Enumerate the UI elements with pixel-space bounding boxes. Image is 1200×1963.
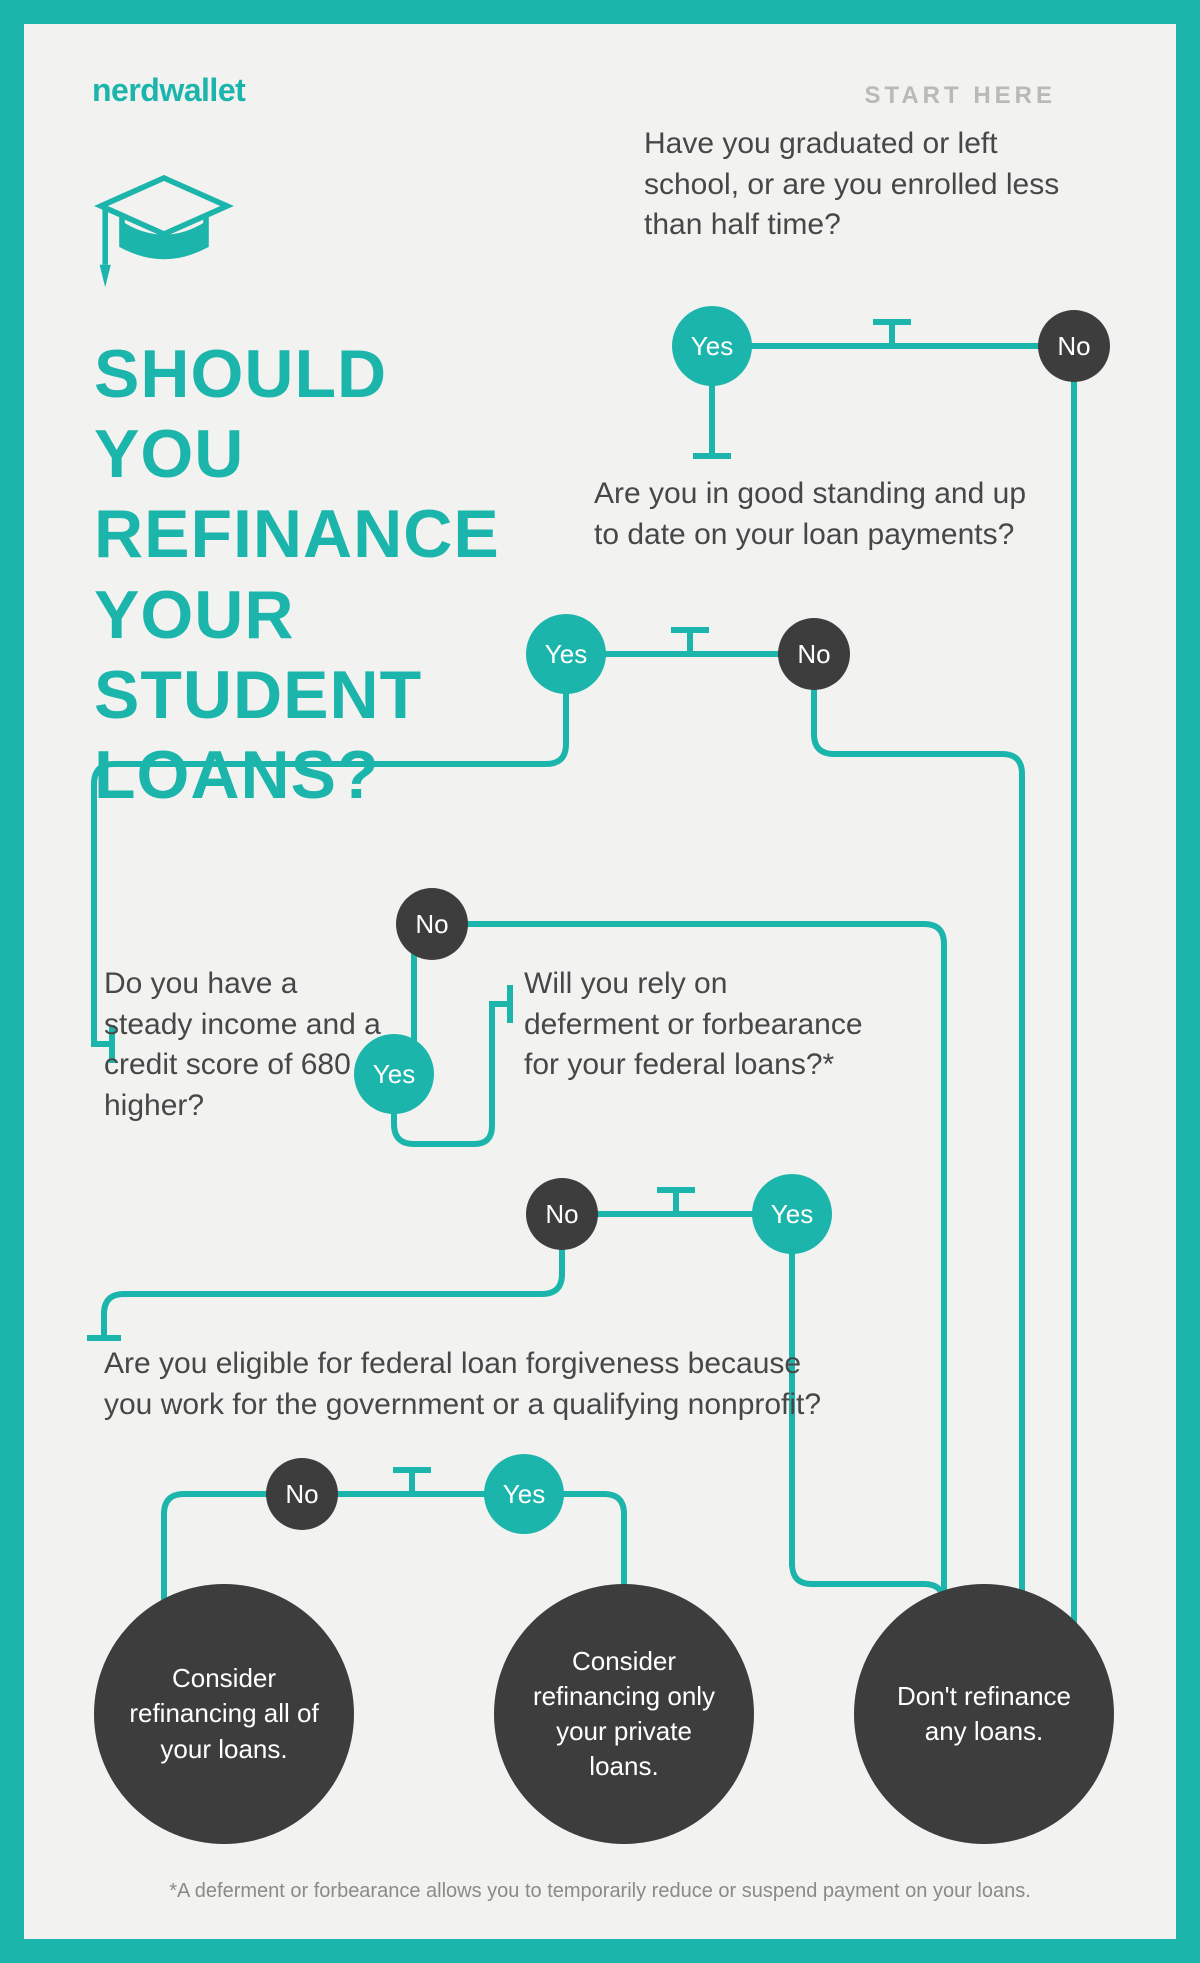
footnote-text: *A deferment or forbearance allows you t… bbox=[24, 1880, 1176, 1903]
main-title: SHOULD YOU REFINANCE YOUR STUDENT LOANS? bbox=[94, 334, 500, 815]
question-deferment: Will you rely on deferment or forbearanc… bbox=[524, 964, 864, 1086]
q3-no-node: No bbox=[396, 888, 468, 960]
q2-no-node: No bbox=[778, 618, 850, 690]
q5-no-node: No bbox=[266, 1458, 338, 1530]
q2-yes-node: Yes bbox=[526, 614, 606, 694]
q1-no-node: No bbox=[1038, 310, 1110, 382]
brand-logo: nerdwallet bbox=[92, 72, 245, 109]
q3-yes-node: Yes bbox=[354, 1034, 434, 1114]
question-credit-score: Do you have a steady income and a credit… bbox=[104, 964, 394, 1126]
q1-yes-node: Yes bbox=[672, 306, 752, 386]
start-here-label: START HERE bbox=[864, 82, 1056, 110]
result-refinance-private: Consider refinancing only your private l… bbox=[494, 1584, 754, 1844]
q4-yes-node: Yes bbox=[752, 1174, 832, 1254]
outer-frame: nerdwallet START HERE SHOULD YOU REFINAN… bbox=[0, 0, 1200, 1963]
question-forgiveness: Are you eligible for federal loan forgiv… bbox=[104, 1344, 824, 1425]
question-graduated: Have you graduated or left school, or ar… bbox=[644, 124, 1064, 246]
q4-no-node: No bbox=[526, 1178, 598, 1250]
q5-yes-node: Yes bbox=[484, 1454, 564, 1534]
infographic-canvas: nerdwallet START HERE SHOULD YOU REFINAN… bbox=[24, 24, 1176, 1939]
graduation-cap-icon bbox=[94, 164, 234, 309]
question-good-standing: Are you in good standing and up to date … bbox=[594, 474, 1034, 555]
result-refinance-all: Consider refinancing all of your loans. bbox=[94, 1584, 354, 1844]
result-dont-refinance: Don't refinance any loans. bbox=[854, 1584, 1114, 1844]
